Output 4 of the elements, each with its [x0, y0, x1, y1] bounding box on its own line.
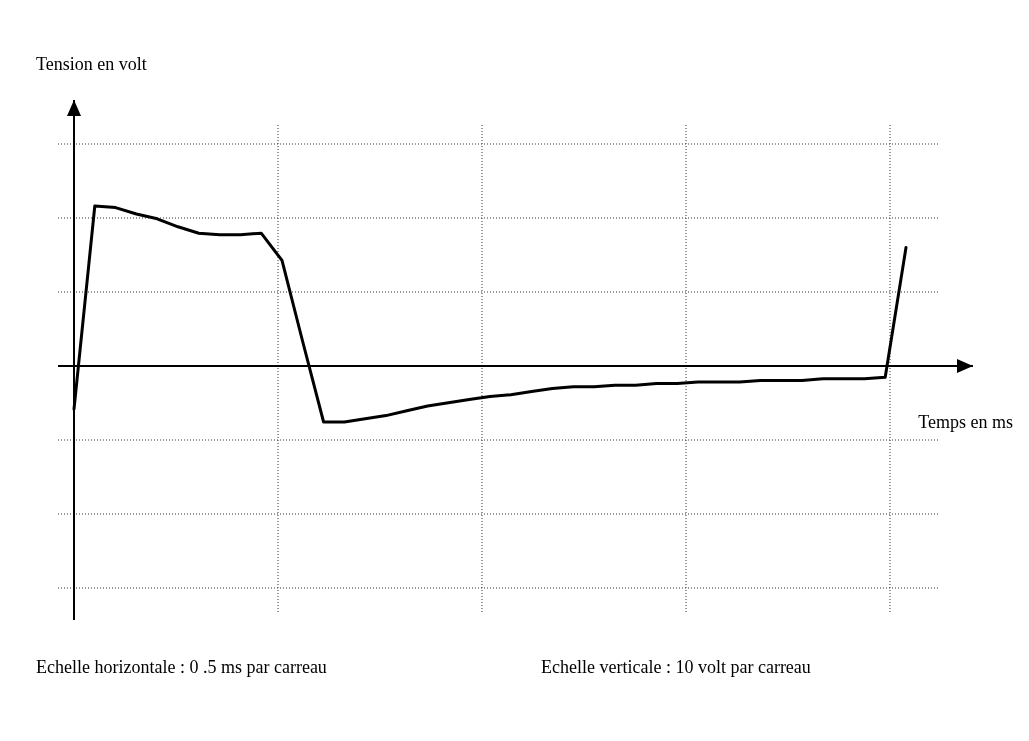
text: Tension en volt: [36, 54, 147, 74]
x-axis-title: Temps en ms: [918, 412, 1013, 432]
text: Echelle verticale : 10 volt par carreau: [541, 657, 811, 677]
text: Echelle horizontale : 0 .5 ms par carreau: [36, 657, 327, 677]
